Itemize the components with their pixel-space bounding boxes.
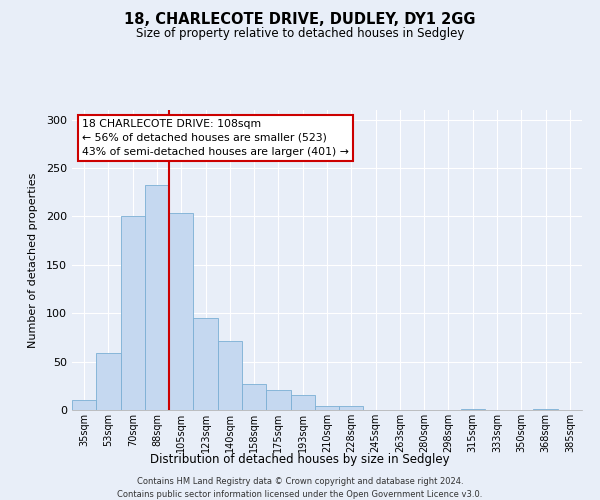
Bar: [461, 409, 485, 410]
Text: Distribution of detached houses by size in Sedgley: Distribution of detached houses by size …: [150, 452, 450, 466]
Bar: [339, 406, 364, 410]
Bar: [145, 184, 169, 410]
Bar: [533, 409, 558, 410]
Bar: [96, 353, 121, 410]
Bar: [193, 318, 218, 410]
Text: 18, CHARLECOTE DRIVE, DUDLEY, DY1 2GG: 18, CHARLECOTE DRIVE, DUDLEY, DY1 2GG: [124, 12, 476, 28]
Bar: [169, 212, 193, 410]
Bar: [290, 396, 315, 410]
Text: Contains HM Land Registry data © Crown copyright and database right 2024.: Contains HM Land Registry data © Crown c…: [137, 478, 463, 486]
Text: Contains public sector information licensed under the Open Government Licence v3: Contains public sector information licen…: [118, 490, 482, 499]
Bar: [315, 406, 339, 410]
Bar: [121, 216, 145, 410]
Bar: [218, 342, 242, 410]
Bar: [266, 390, 290, 410]
Text: Size of property relative to detached houses in Sedgley: Size of property relative to detached ho…: [136, 28, 464, 40]
Bar: [72, 400, 96, 410]
Text: 18 CHARLECOTE DRIVE: 108sqm
← 56% of detached houses are smaller (523)
43% of se: 18 CHARLECOTE DRIVE: 108sqm ← 56% of det…: [82, 119, 349, 157]
Bar: [242, 384, 266, 410]
Y-axis label: Number of detached properties: Number of detached properties: [28, 172, 38, 348]
